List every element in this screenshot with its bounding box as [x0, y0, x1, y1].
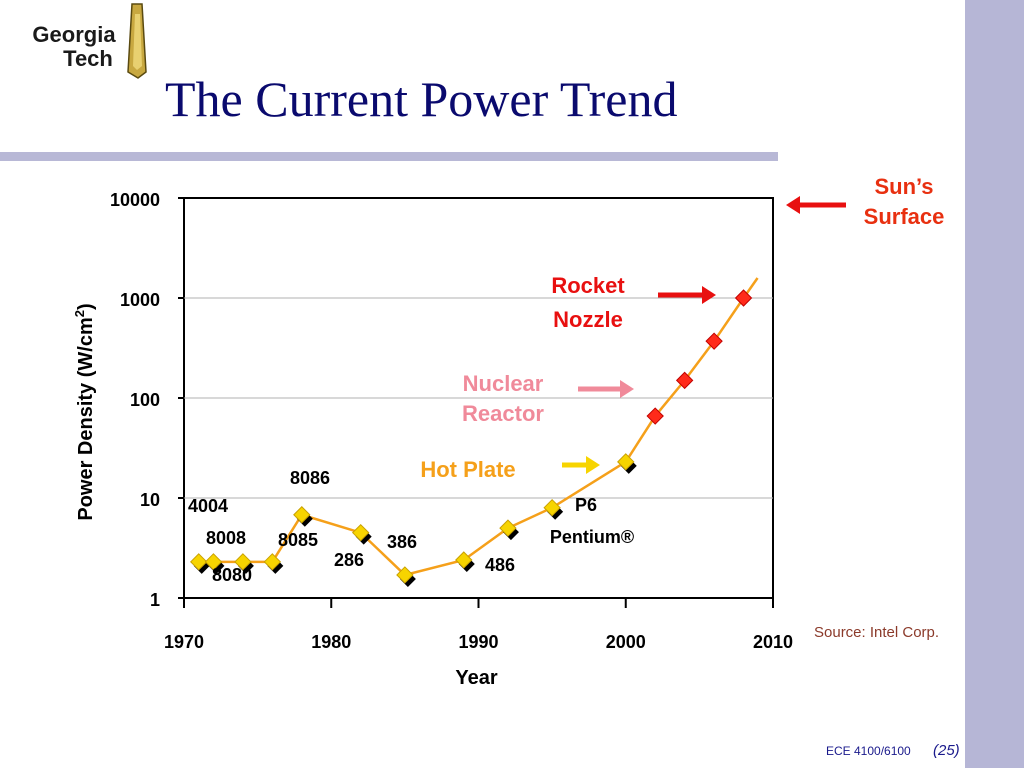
y-tick-label: 1 [150, 590, 160, 610]
data-point [351, 523, 370, 542]
annotation-label: Surface [864, 204, 945, 229]
point-label: 386 [387, 532, 417, 552]
logo-text-line2: Tech [63, 46, 113, 71]
point-label: 8086 [290, 468, 330, 488]
point-label: P6 [575, 495, 597, 515]
side-bar [965, 0, 1024, 768]
slide-title: The Current Power Trend [165, 71, 678, 127]
y-axis-label: Power Density (W/cm2) [72, 303, 97, 520]
title-rule [0, 152, 778, 161]
annotation-arrow-head [786, 196, 800, 214]
x-axis-label: Year [455, 667, 497, 689]
data-point [396, 566, 414, 584]
annotation-label: Hot Plate [420, 457, 515, 482]
point-label-pentium: Pentium® [550, 527, 634, 547]
data-point [543, 498, 561, 517]
x-tick-label: 1990 [458, 632, 498, 652]
page-number: (25) [933, 742, 960, 759]
annotation-arrow-head [586, 456, 600, 474]
data-point [204, 553, 223, 571]
annotation-arrow-head [702, 286, 716, 304]
data-point [190, 553, 208, 571]
data-point [705, 332, 723, 350]
data-point [455, 551, 473, 569]
annotation-label: Rocket [551, 273, 625, 298]
point-label: 8008 [206, 528, 246, 548]
y-tick-label: 10000 [110, 190, 160, 210]
annotation-label: Nozzle [553, 307, 623, 332]
course-code: ECE 4100/6100 [826, 744, 911, 758]
x-tick-label: 1980 [311, 632, 351, 652]
point-label: 4004 [188, 496, 228, 516]
logo-text-line1: Georgia [32, 22, 116, 47]
x-tick-label: 2000 [606, 632, 646, 652]
data-point [617, 453, 635, 471]
data-point [499, 519, 517, 537]
annotation-label: Nuclear [463, 371, 544, 396]
point-label: 8080 [212, 565, 252, 585]
x-tick-label: 2010 [753, 632, 793, 652]
point-label: 8085 [278, 530, 318, 550]
data-point [675, 371, 694, 390]
y-tick-label: 100 [130, 390, 160, 410]
data-point [646, 407, 664, 425]
y-axis-label-sup: 2 [72, 310, 87, 317]
annotation-arrow-head [620, 380, 634, 398]
y-tick-label: 10 [140, 490, 160, 510]
data-point [734, 289, 753, 307]
point-label: 286 [334, 550, 364, 570]
x-tick-label: 1970 [164, 632, 204, 652]
data-point [293, 506, 311, 524]
annotation-label: Reactor [462, 401, 544, 426]
y-tick-label: 1000 [120, 290, 160, 310]
y-axis-label-close: ) [75, 303, 97, 310]
point-label: 486 [485, 555, 515, 575]
annotation-label: Sun’s [874, 174, 933, 199]
y-axis-label-main: Power Density (W/cm [75, 317, 97, 520]
data-point [234, 553, 252, 571]
georgia-tech-logo: Georgia Tech [32, 3, 147, 79]
source-note: Source: Intel Corp. [814, 624, 940, 641]
data-point [263, 553, 282, 571]
